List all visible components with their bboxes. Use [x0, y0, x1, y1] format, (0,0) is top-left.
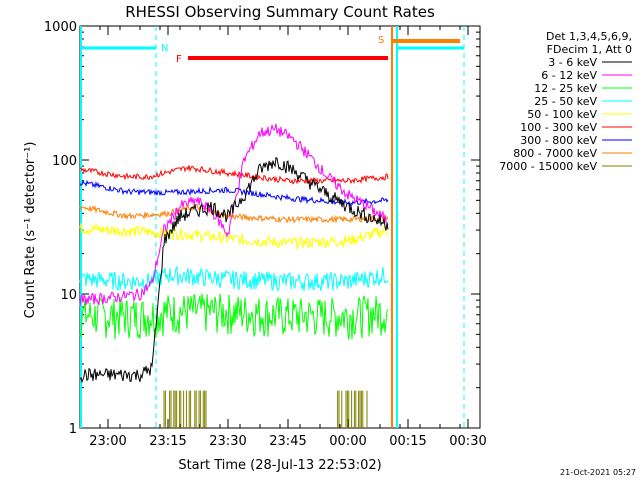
y-tick-label: 10: [60, 288, 77, 303]
legend-entry-label: 12 - 25 keV: [534, 82, 597, 95]
legend-title-line: FDecim 1, Att 0: [547, 43, 632, 56]
x-tick-label: 00:00: [329, 434, 366, 449]
night-flag-label: N: [161, 43, 168, 54]
legend-entry-label: 7000 - 15000 keV: [499, 160, 597, 173]
legend-title-line: Det 1,3,4,5,6,9,: [546, 30, 632, 43]
legend-entry-label: 300 - 800 keV: [520, 134, 597, 147]
timestamp: 21-Oct-2021 05:27: [560, 468, 636, 477]
saa-flag-label: S: [378, 35, 384, 46]
series-5-line: [79, 223, 389, 251]
y-tick-label: 100: [52, 154, 77, 169]
x-tick-label: 23:00: [89, 434, 126, 449]
legend-entry-label: 6 - 12 keV: [541, 69, 597, 82]
legend-entry-label: 3 - 6 keV: [548, 56, 597, 69]
x-tick-label: 00:30: [449, 434, 486, 449]
series-1-line: [79, 156, 389, 384]
series-3-line: [79, 293, 389, 340]
series-4-line: [79, 265, 389, 293]
x-tick-label: 23:15: [149, 434, 186, 449]
legend-entry-label: 25 - 50 keV: [534, 95, 597, 108]
x-tick-label: 23:45: [269, 434, 306, 449]
series-8-line: [79, 203, 389, 224]
x-tick-label: 23:30: [209, 434, 246, 449]
legend-entry-label: 100 - 300 keV: [520, 121, 597, 134]
legend-entry-label: 50 - 100 keV: [527, 108, 597, 121]
x-tick-label: 00:15: [389, 434, 426, 449]
chart-title: RHESSI Observing Summary Count Rates: [125, 3, 435, 21]
series-6-line: [79, 165, 389, 185]
legend-entry-label: 800 - 7000 keV: [513, 147, 597, 160]
y-axis-label: Count Rate (s⁻¹ detector⁻¹): [23, 142, 38, 319]
y-tick-label: 1000: [44, 20, 77, 35]
plot-frame: [79, 25, 481, 429]
x-axis-label: Start Time (28-Jul-13 22:53:02): [178, 458, 381, 473]
flare-flag-label: F: [176, 54, 182, 65]
series-7-line: [79, 179, 389, 207]
y-tick-label: 1: [69, 422, 77, 437]
